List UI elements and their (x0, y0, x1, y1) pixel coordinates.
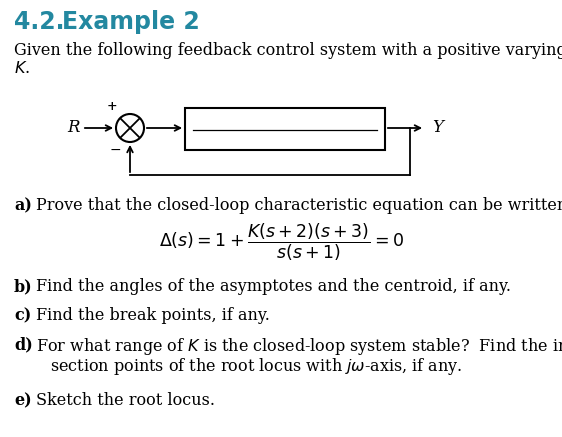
Text: +: + (106, 100, 117, 113)
Text: c): c) (14, 307, 31, 324)
Text: b): b) (14, 278, 33, 295)
Bar (185, 108, 385, 150)
Text: 5K: 5K (274, 111, 296, 125)
Text: Given the following feedback control system with a positive varying parameter: Given the following feedback control sys… (14, 42, 562, 59)
Text: Y: Y (432, 119, 443, 136)
Text: 4.2.: 4.2. (14, 10, 65, 34)
Text: d): d) (14, 336, 33, 353)
Text: Prove that the closed-loop characteristic equation can be written as: Prove that the closed-loop characteristi… (36, 197, 562, 214)
Text: For what range of $K$ is the closed-loop system stable?  Find the inter-: For what range of $K$ is the closed-loop… (36, 336, 562, 357)
Text: Find the break points, if any.: Find the break points, if any. (36, 307, 270, 324)
Text: R: R (67, 119, 80, 136)
Text: Sketch the root locus.: Sketch the root locus. (36, 392, 215, 409)
Text: Find the angles of the asymptotes and the centroid, if any.: Find the angles of the asymptotes and th… (36, 278, 511, 295)
Text: −: − (109, 143, 121, 157)
Text: $(K+1)s^2+(1+5K)s+K$: $(K+1)s^2+(1+5K)s+K$ (214, 131, 356, 149)
Text: e): e) (14, 392, 31, 409)
Text: $K$.: $K$. (14, 60, 30, 77)
Text: section points of the root locus with $j\omega$-axis, if any.: section points of the root locus with $j… (50, 356, 463, 377)
Text: Example 2: Example 2 (62, 10, 200, 34)
Text: a): a) (14, 197, 32, 214)
Text: $\Delta(s) = 1 + \dfrac{K(s+2)(s+3)}{s(s+1)} = 0$: $\Delta(s) = 1 + \dfrac{K(s+2)(s+3)}{s(s… (158, 222, 404, 264)
